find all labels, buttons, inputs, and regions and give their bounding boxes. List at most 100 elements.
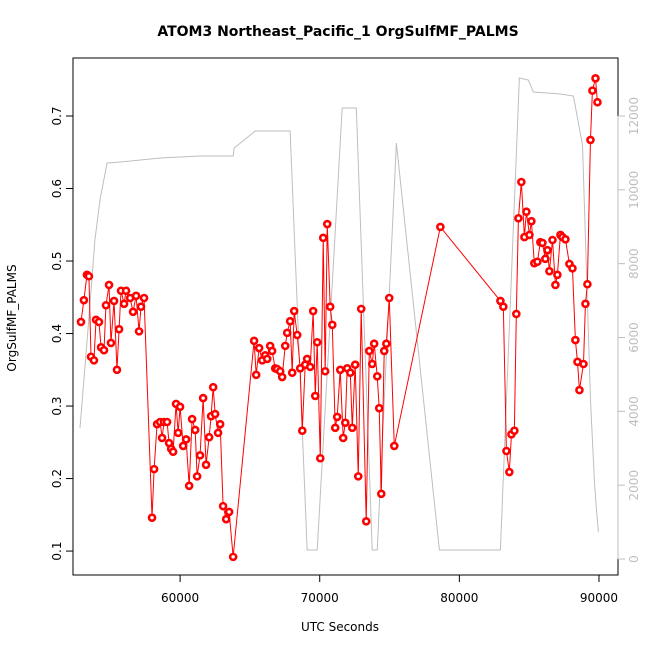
data-point <box>181 435 191 444</box>
x-tick-label: 60000 <box>161 591 199 605</box>
y2-tick-label: 4000 <box>627 396 641 427</box>
data-point <box>215 419 225 429</box>
data-point <box>208 382 218 392</box>
data-point <box>310 391 320 401</box>
y2-tick-label: 12000 <box>627 97 641 135</box>
y-axis-label: OrgSulfMF_PALMS <box>5 264 19 371</box>
data-point <box>173 428 183 438</box>
data-point <box>218 501 228 511</box>
data-point <box>224 507 234 517</box>
data-point <box>315 453 325 463</box>
data-point <box>510 426 519 436</box>
data-point <box>364 346 374 356</box>
data-point <box>101 300 111 310</box>
data-point <box>505 467 514 477</box>
data-point <box>512 309 521 319</box>
data-point <box>389 441 399 451</box>
data-point <box>586 135 595 145</box>
data-point <box>131 291 141 301</box>
x-tick-label: 90000 <box>580 591 618 605</box>
data-point <box>297 426 307 436</box>
data-point <box>109 296 119 306</box>
data-point <box>178 441 188 451</box>
data-point <box>327 320 337 330</box>
data-point <box>320 366 330 376</box>
data-point <box>356 304 366 314</box>
data-point <box>330 423 340 433</box>
data-point <box>104 280 114 290</box>
data-point <box>168 447 178 457</box>
data-point <box>361 517 371 526</box>
data-point <box>121 286 131 296</box>
data-point <box>204 432 214 442</box>
data-point <box>545 266 554 276</box>
data-point <box>147 513 157 523</box>
data-point <box>305 362 315 372</box>
data-point <box>369 339 379 348</box>
data-point <box>149 464 159 474</box>
data-point <box>302 354 312 364</box>
data-point <box>372 372 382 381</box>
data-point <box>175 402 185 412</box>
data-point <box>346 368 355 377</box>
data-point <box>332 412 342 422</box>
data-point <box>583 279 592 289</box>
data-point <box>308 306 318 316</box>
data-point <box>76 317 86 327</box>
data-point <box>112 365 122 375</box>
data-point <box>561 234 570 244</box>
data-point <box>522 207 531 217</box>
y-tick-label: 0.2 <box>50 469 64 488</box>
data-point <box>128 307 138 317</box>
data-point <box>499 302 508 312</box>
data-point <box>367 359 377 369</box>
data-point <box>436 222 445 232</box>
data-point <box>538 238 547 248</box>
data-point <box>591 74 600 83</box>
y2-tick-label: 0 <box>627 555 641 563</box>
data-point <box>353 472 363 481</box>
data-point <box>184 481 194 491</box>
data-point <box>79 295 89 305</box>
data-point <box>251 370 261 380</box>
data-point <box>579 359 588 369</box>
x-tick-label: 70000 <box>301 591 339 605</box>
data-point <box>525 230 534 240</box>
data-point <box>287 368 297 377</box>
data-point <box>262 354 272 364</box>
data-point <box>568 263 577 273</box>
data-point <box>571 335 580 345</box>
data-point <box>249 336 259 346</box>
data-line <box>79 77 599 551</box>
data-point <box>139 293 149 303</box>
data-point <box>377 489 386 499</box>
data-point <box>517 177 526 187</box>
y-tick-label: 0.4 <box>50 324 64 343</box>
data-point <box>106 338 116 348</box>
data-line <box>80 78 598 557</box>
x-axis-label: UTC Seconds <box>301 620 379 634</box>
data-point <box>99 345 109 355</box>
data-point <box>136 302 146 312</box>
data-point <box>322 219 332 229</box>
y-tick-label: 0.3 <box>50 397 64 416</box>
y2-tick-label: 10000 <box>627 171 641 209</box>
data-point <box>213 428 223 438</box>
data-point <box>157 433 167 443</box>
chart-title: ATOM3 Northeast_Pacific_1 OrgSulfMF_PALM… <box>157 24 518 40</box>
data-point <box>94 317 104 327</box>
data-point <box>543 245 552 255</box>
data-point <box>201 460 211 470</box>
data-point <box>285 316 295 326</box>
data-point <box>502 446 511 456</box>
data-point <box>379 346 389 356</box>
data-point <box>187 414 197 424</box>
data-point <box>267 346 277 356</box>
data-point <box>134 327 144 336</box>
data-point <box>548 235 557 245</box>
y2-tick-label: 8000 <box>627 248 641 279</box>
data-point <box>551 280 560 290</box>
data-point <box>338 433 348 443</box>
data-point <box>581 299 590 309</box>
